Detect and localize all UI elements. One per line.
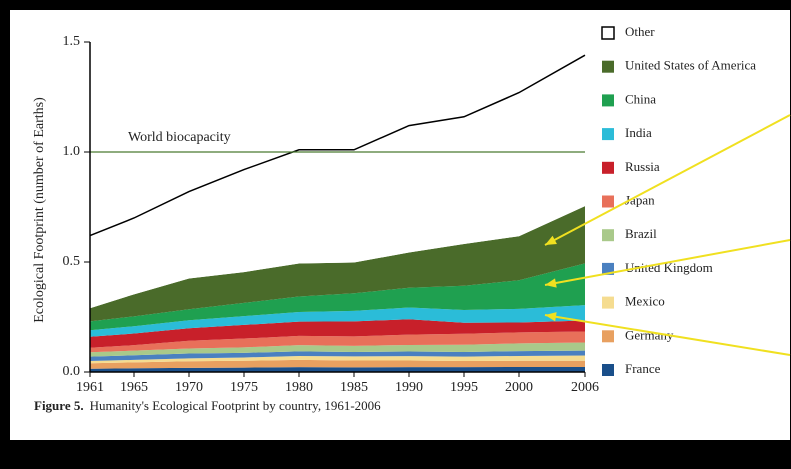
arrow (544, 314, 791, 356)
reference-label: World biocapacity (128, 130, 231, 145)
legend-swatch (602, 296, 614, 309)
caption-text: Humanity's Ecological Footprint by count… (90, 398, 382, 413)
caption: Figure 5. Humanity's Ecological Footprint… (34, 398, 381, 413)
x-tick-label: 2006 (571, 380, 599, 395)
x-tick-label: 1970 (175, 380, 203, 395)
area (90, 305, 585, 337)
x-tick-label: 2000 (505, 380, 533, 395)
area (90, 263, 585, 331)
arrow (544, 239, 791, 286)
arrow (544, 114, 791, 246)
x-tick-label: 1990 (395, 380, 423, 395)
legend-label: China (625, 91, 656, 106)
x-tick-label: 1985 (340, 380, 368, 395)
legend-label: United States of America (625, 58, 756, 73)
legend-swatch (602, 60, 614, 73)
legend-label: United Kingdom (625, 260, 713, 275)
x-tick-label: 1965 (120, 380, 148, 395)
x-tick-label: 1995 (450, 380, 478, 395)
y-tick-label: 0.0 (63, 364, 81, 379)
legend-label: Other (625, 24, 655, 39)
legend-label: Brazil (625, 226, 657, 241)
legend-label: Mexico (625, 294, 665, 309)
caption-label: Figure 5. (34, 398, 84, 413)
arrow-head (545, 278, 557, 288)
total-line (89, 54, 586, 237)
x-tick-label: 1961 (76, 380, 104, 395)
area (90, 342, 585, 357)
legend-swatch (602, 128, 614, 141)
area (90, 350, 585, 361)
y-tick-label: 1.5 (63, 34, 81, 49)
legend-swatch (602, 195, 614, 208)
legend-swatch (602, 229, 614, 242)
x-tick-label: 1980 (285, 380, 313, 395)
area (90, 359, 585, 369)
area (90, 55, 585, 309)
legend-swatch (602, 364, 614, 376)
y-axis-label: Ecological Footprint (number of Earths) (32, 97, 47, 323)
legend-label: Russia (625, 159, 660, 174)
arrow-head (545, 312, 557, 322)
legend-label: Japan (625, 192, 655, 207)
area (90, 331, 585, 353)
y-tick-label: 1.0 (63, 144, 81, 159)
area (90, 319, 585, 348)
legend-swatch (601, 26, 615, 40)
legend-label: India (625, 125, 652, 140)
legend-label: France (625, 361, 661, 376)
area (90, 355, 585, 364)
area (90, 206, 585, 322)
legend-swatch (602, 94, 614, 107)
legend-swatch (602, 161, 614, 174)
legend-swatch (602, 330, 614, 343)
x-tick-label: 1975 (230, 380, 258, 395)
arrow-head (545, 235, 557, 245)
area (90, 366, 585, 372)
y-tick-label: 0.5 (63, 254, 81, 269)
